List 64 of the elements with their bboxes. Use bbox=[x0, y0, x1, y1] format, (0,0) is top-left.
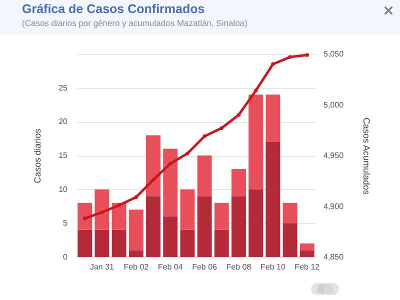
point bbox=[100, 210, 104, 214]
bar bbox=[282, 223, 298, 257]
point bbox=[288, 55, 292, 59]
y-axis-title: Casos diarios bbox=[32, 128, 43, 184]
point bbox=[254, 88, 258, 92]
bar bbox=[248, 189, 264, 257]
y-tick-label: 10 bbox=[58, 184, 68, 194]
bar bbox=[300, 243, 314, 250]
bar bbox=[232, 169, 246, 196]
bar bbox=[197, 196, 212, 257]
bar bbox=[128, 210, 144, 250]
bar bbox=[146, 135, 160, 196]
y2-tick-label: 5,050 bbox=[324, 50, 344, 58]
point bbox=[117, 203, 121, 208]
x-tick-label: Feb 06 bbox=[192, 262, 218, 272]
bar bbox=[214, 230, 229, 257]
bar bbox=[180, 230, 195, 257]
y2-tick-label: 4,850 bbox=[324, 252, 344, 262]
x-tick-label: Feb 10 bbox=[260, 262, 286, 272]
bar bbox=[248, 94, 264, 190]
bar bbox=[146, 196, 160, 257]
bar bbox=[300, 250, 314, 257]
point bbox=[220, 126, 224, 130]
y2-tick-label: 4,950 bbox=[324, 151, 344, 160]
bar bbox=[94, 189, 110, 230]
point bbox=[202, 134, 206, 138]
bar bbox=[232, 196, 246, 257]
bar bbox=[78, 230, 92, 257]
bar bbox=[266, 94, 280, 142]
x-tick-label: Feb 02 bbox=[124, 262, 150, 272]
x-tick-label: Feb 12 bbox=[294, 262, 320, 272]
y-tick-label: 15 bbox=[58, 151, 68, 160]
y2-tick-label: 4,900 bbox=[324, 202, 344, 211]
point bbox=[82, 216, 87, 220]
point bbox=[236, 113, 241, 117]
bar bbox=[112, 202, 126, 230]
bar bbox=[282, 202, 298, 224]
point bbox=[271, 62, 275, 66]
point bbox=[134, 195, 138, 199]
point bbox=[151, 178, 156, 182]
y-tick-label: 0 bbox=[63, 252, 68, 262]
bar bbox=[128, 250, 144, 257]
y-tick-label: 5 bbox=[63, 218, 68, 228]
bar bbox=[163, 148, 178, 216]
x-tick-label: Feb 04 bbox=[158, 262, 184, 272]
bar bbox=[78, 202, 92, 230]
chart-subtitle: (Casos diarios por género y acumulados Mazatlán, Sinaloa) bbox=[22, 18, 248, 28]
bar bbox=[214, 202, 229, 230]
bar bbox=[197, 156, 212, 196]
point bbox=[305, 53, 310, 57]
point bbox=[168, 162, 172, 166]
bar bbox=[112, 230, 126, 257]
y-tick-label: 25 bbox=[58, 83, 68, 92]
y2-axis-title: Casos Acumulados bbox=[362, 117, 372, 196]
y-tick-label: 20 bbox=[58, 117, 68, 126]
bar bbox=[163, 216, 178, 257]
bar bbox=[266, 142, 280, 257]
y2-tick-label: 5,000 bbox=[324, 100, 344, 110]
chart-title: Gráfica de Casos Confirmados bbox=[22, 2, 205, 16]
x-tick-label: Jan 31 bbox=[90, 262, 115, 272]
bar bbox=[180, 189, 195, 230]
bar bbox=[94, 230, 110, 257]
x-tick-label: Feb 08 bbox=[226, 262, 252, 272]
point bbox=[186, 152, 190, 156]
